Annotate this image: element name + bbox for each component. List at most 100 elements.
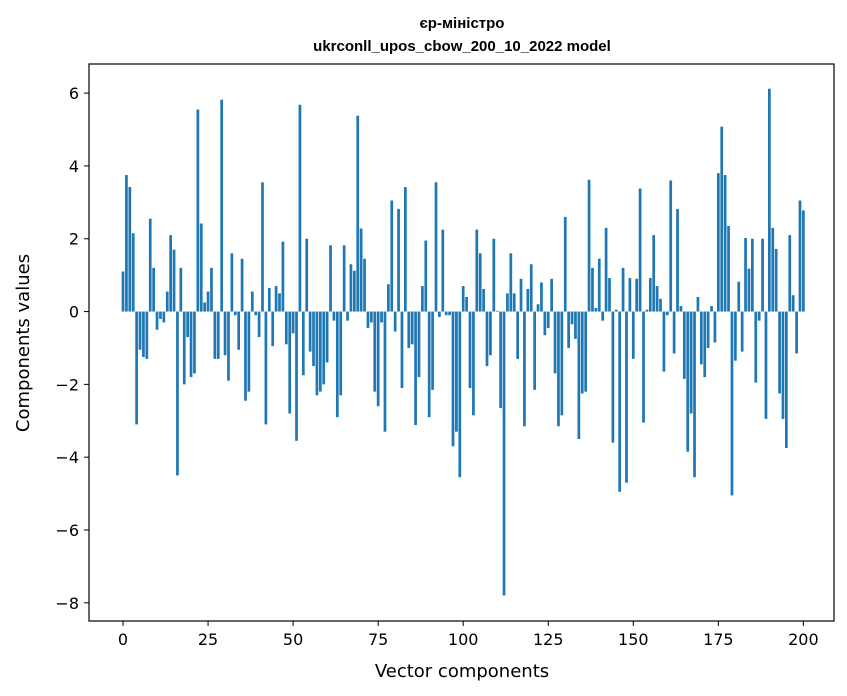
bar-91 [431, 311, 434, 390]
bar-129 [560, 311, 564, 416]
bar-122 [536, 304, 540, 312]
bar-198 [795, 311, 798, 354]
bar-97 [451, 311, 455, 447]
bar-62 [332, 311, 336, 321]
bar-65 [342, 245, 346, 312]
bar-191 [771, 227, 775, 312]
bar-190 [768, 88, 771, 312]
bar-38 [250, 291, 254, 312]
bar-173 [710, 306, 713, 312]
bar-134 [577, 311, 581, 439]
bar-103 [472, 311, 475, 416]
x-tick-label: 100 [448, 630, 479, 649]
bar-19 [186, 311, 190, 338]
y-axis-label: Components values [13, 254, 34, 432]
bar-187 [757, 311, 761, 321]
bar-9 [152, 267, 155, 312]
bar-118 [523, 311, 526, 427]
bar-40 [257, 311, 261, 338]
bar-184 [747, 268, 751, 312]
bar-175 [716, 173, 720, 312]
bar-27 [213, 311, 217, 359]
bar-70 [359, 228, 363, 312]
bar-141 [601, 311, 605, 321]
bar-32 [230, 253, 234, 312]
bar-22 [196, 109, 200, 312]
bar-137 [587, 179, 591, 312]
bar-133 [574, 311, 577, 339]
bar-85 [410, 311, 414, 345]
bar-160 [665, 311, 669, 316]
bar-109 [492, 238, 496, 312]
bar-52 [298, 104, 302, 312]
bar-179 [730, 311, 734, 496]
bar-79 [390, 200, 394, 312]
bar-145 [614, 309, 618, 312]
bar-182 [740, 311, 744, 352]
bar-37 [247, 311, 251, 392]
bar-51 [295, 311, 298, 441]
bar-195 [785, 311, 788, 449]
bar-140 [597, 258, 601, 312]
bar-73 [369, 311, 373, 323]
bar-87 [417, 311, 421, 378]
bar-142 [604, 227, 608, 312]
bar-164 [679, 306, 683, 312]
bar-138 [591, 267, 594, 312]
bar-199 [798, 200, 802, 312]
bar-20 [189, 311, 193, 378]
bar-121 [533, 311, 536, 390]
x-tick-label: 150 [618, 630, 649, 649]
bar-96 [448, 311, 451, 316]
bar-115 [512, 293, 516, 312]
bar-33 [233, 311, 237, 316]
bar-47 [281, 241, 285, 312]
bar-197 [791, 295, 795, 312]
bar-113 [506, 293, 509, 312]
y-tick-label: 2 [69, 230, 79, 249]
bar-110 [495, 310, 499, 312]
bar-196 [788, 235, 792, 312]
bar-170 [699, 311, 703, 365]
bar-150 [631, 311, 635, 359]
bar-119 [526, 288, 530, 312]
bar-63 [335, 311, 339, 418]
bar-13 [165, 291, 169, 312]
bar-83 [404, 187, 407, 312]
bar-171 [703, 311, 707, 378]
bar-54 [305, 238, 309, 312]
bar-0 [121, 271, 125, 312]
bar-117 [519, 278, 523, 312]
bar-31 [227, 311, 230, 381]
bar-68 [352, 270, 356, 312]
bar-34 [237, 311, 241, 350]
bar-102 [468, 311, 472, 389]
y-tick-label: 0 [69, 303, 79, 322]
bar-8 [148, 218, 152, 312]
bar-181 [737, 281, 741, 312]
bar-64 [339, 311, 343, 396]
x-axis-label: Vector components [375, 661, 549, 682]
bar-56 [312, 311, 315, 367]
bar-7 [145, 311, 149, 359]
bar-48 [284, 311, 288, 345]
x-tick-label: 0 [118, 630, 128, 649]
bar-58 [318, 311, 322, 392]
bar-10 [155, 311, 159, 330]
bar-99 [458, 311, 462, 478]
bar-55 [308, 311, 312, 352]
x-tick-label: 25 [198, 630, 218, 649]
bar-6 [142, 311, 145, 358]
bar-72 [366, 311, 370, 328]
bars-group [121, 88, 805, 596]
bar-116 [516, 311, 519, 359]
bar-30 [223, 311, 227, 356]
bar-167 [689, 311, 693, 414]
bar-185 [750, 238, 754, 312]
x-tick-label: 175 [703, 630, 734, 649]
bar-139 [594, 307, 598, 312]
bar-120 [529, 264, 533, 312]
bar-71 [363, 258, 366, 312]
bar-42 [264, 311, 268, 425]
